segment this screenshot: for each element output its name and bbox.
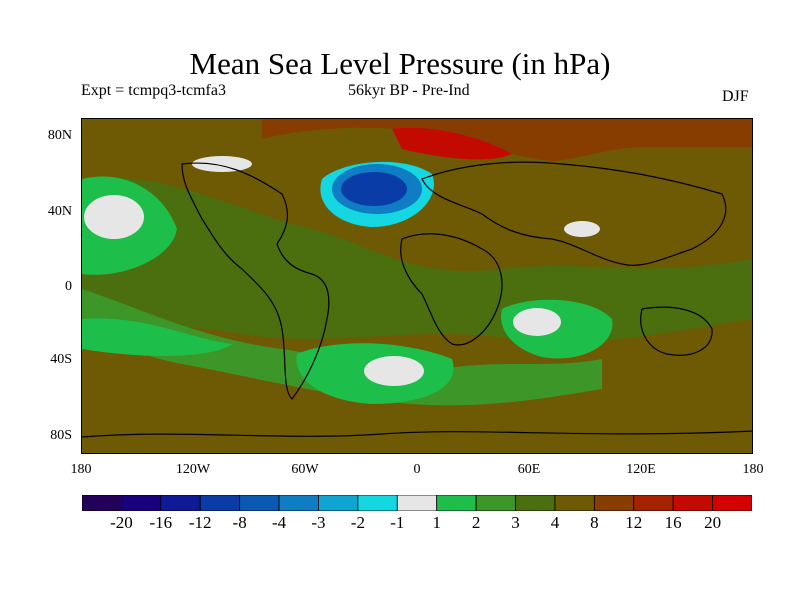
colorbar-tick-label: -20 [110,513,133,532]
africa-outline [400,233,503,346]
australia-outline [640,306,713,356]
map-title: Mean Sea Level Pressure (in hPa) [189,46,611,81]
y-tick-label: 80S [50,428,72,443]
eurasia-outline [421,161,727,266]
x-tick-label: 180 [70,462,92,477]
colorbar-tick-label: -3 [311,513,326,532]
colorbar-tick-label: 20 [704,513,722,532]
colorbar-tick-label: 1 [432,513,441,532]
colorbar-swatch [357,495,398,511]
colorbar-tick-label: 4 [550,513,560,532]
y-tick-label: 40N [47,204,72,219]
southern-band [82,289,602,406]
y-tick-label: 40S [50,352,72,367]
x-tick-label: 60E [517,462,541,477]
tropical-band [82,177,752,342]
arctic-high [262,119,752,161]
colorbar-tick-label: -8 [232,513,247,532]
south-indian-core [513,308,561,336]
asia-patch [564,221,600,237]
colorbar-tick-label: 2 [471,513,481,532]
americas-outline [181,162,330,400]
colorbar-swatch [199,495,241,511]
coastlines [82,161,752,438]
y-tick-label: 80N [47,128,72,143]
period-label: 56kyr BP - Pre-Ind [348,82,470,99]
colorbar-tick-label: 16 [664,513,682,532]
season-label: DJF [722,88,749,105]
colorbar-swatch [672,495,713,511]
north-pacific-core [84,195,144,239]
colorbar-swatch [633,495,674,511]
colorbar-tick-label: -4 [271,513,287,532]
colorbar-tick-label: 3 [511,513,520,532]
colorbar-tick-label: 8 [590,513,599,532]
northern-patch [192,156,252,172]
colorbar-swatch [278,495,319,511]
colorbar-swatch [712,495,752,511]
colorbar-swatch [475,495,516,511]
x-tick-label: 120E [626,462,656,477]
colorbar-swatch [593,495,635,511]
map-canvas [82,119,752,453]
colorbar-tick-label: -12 [188,513,212,532]
experiment-label: Expt = tcmpq3-tcmfa3 [81,82,226,99]
arctic-high-core [392,127,512,160]
colorbar-swatch [121,495,162,511]
antarctica-outline [82,430,752,438]
colorbar-swatch [82,495,122,511]
south-atlantic-core [364,356,424,386]
x-tick-label: 180 [742,462,764,477]
x-tick-label: 120W [175,462,211,477]
colorbar-tick-label: -16 [149,513,173,532]
south-pacific-band [82,318,232,356]
colorbar-tick-label: 12 [625,513,643,532]
atlantic-low-core [341,172,407,206]
x-tick-label: 60W [291,462,319,477]
colorbar-swatch [436,495,477,511]
colorbar [82,495,752,511]
colorbar-swatch [396,495,438,511]
colorbar-swatch [554,495,595,511]
colorbar-swatch [515,495,556,511]
colorbar-tick-label: -2 [350,513,365,532]
colorbar-swatch [239,495,280,511]
pressure-map [81,118,753,454]
x-tick-label: 0 [413,462,421,477]
colorbar-tick-label: -1 [390,513,405,532]
colorbar-swatch [160,495,201,511]
y-tick-label: 0 [65,279,72,294]
colorbar-swatch [318,495,359,511]
